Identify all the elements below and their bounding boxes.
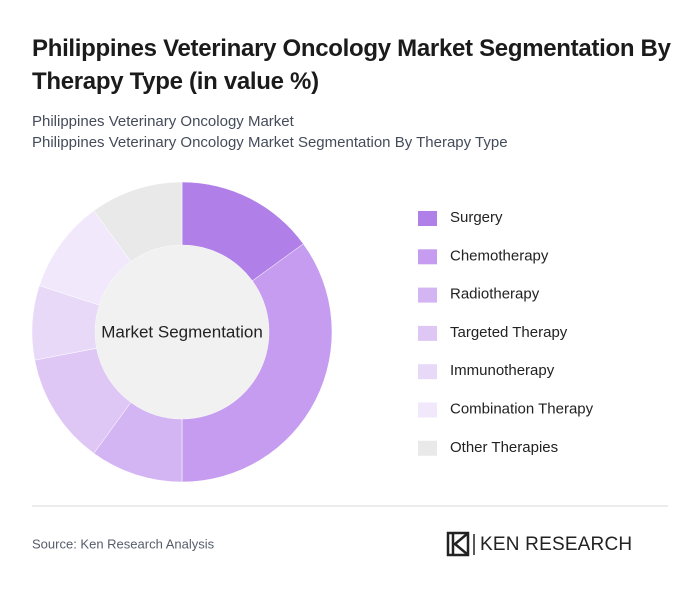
legend-swatch [418, 287, 437, 303]
chart-title: Philippines Veterinary Oncology Market S… [32, 35, 671, 95]
chart-subtitle: Philippines Veterinary Oncology Market [32, 113, 294, 130]
logo-icon [446, 531, 475, 557]
legend-label: Combination Therapy [450, 400, 594, 417]
legend-label: Other Therapies [450, 439, 558, 456]
center-label: Market Segmentation [101, 322, 263, 341]
legend-label: Immunotherapy [450, 362, 555, 379]
legend-label: Surgery [450, 209, 503, 226]
legend-swatch [418, 249, 437, 265]
legend-swatch [418, 325, 437, 341]
legend-swatch [418, 211, 437, 226]
legend-swatch [418, 440, 437, 456]
logo-text: KEN RESEARCH [480, 534, 632, 555]
legend-swatch [418, 364, 437, 380]
legend-label: Targeted Therapy [450, 324, 568, 341]
legend-swatch [418, 402, 437, 418]
chart-subtitle: Philippines Veterinary Oncology Market S… [32, 134, 508, 151]
legend-label: Chemotherapy [450, 247, 549, 264]
donut-hole [95, 245, 269, 419]
source: Source: Ken Research Analysis [32, 536, 215, 551]
legend-label: Radiotherapy [450, 286, 540, 303]
